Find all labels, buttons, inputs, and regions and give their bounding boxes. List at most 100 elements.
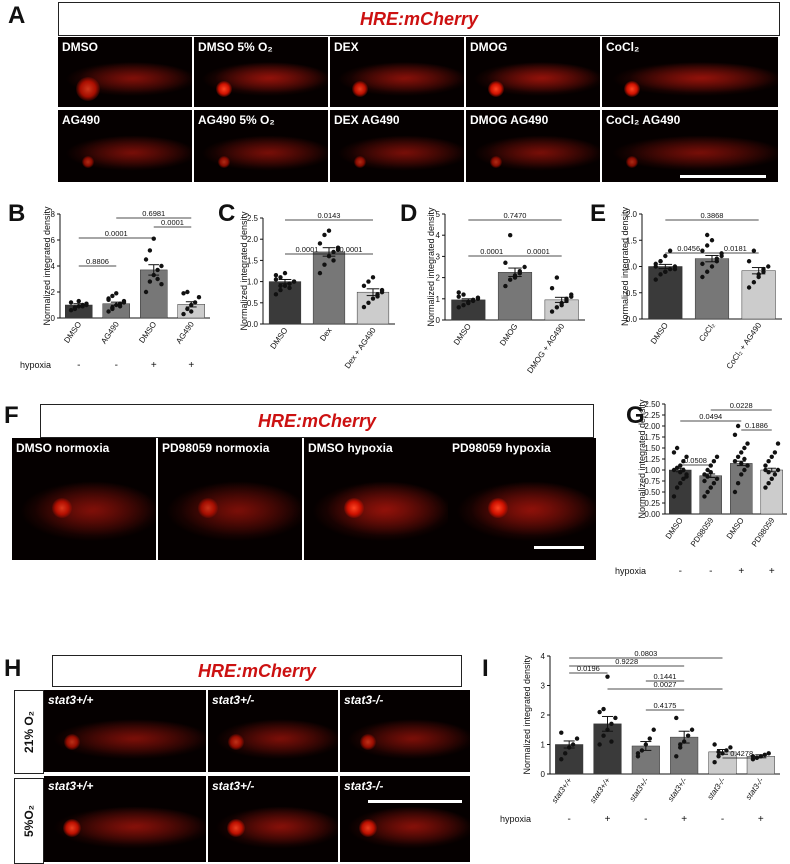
- data-point: [569, 294, 574, 299]
- panel-h-title-text: HRE:mCherry: [197, 660, 317, 681]
- data-point: [613, 715, 618, 721]
- x-tick-label: PD98059: [689, 516, 716, 549]
- data-point: [143, 257, 149, 262]
- data-point: [674, 445, 680, 451]
- x-tick-label: DMOG + AG490: [525, 322, 566, 376]
- data-point: [672, 266, 678, 272]
- data-point: [322, 262, 327, 267]
- data-point: [554, 275, 560, 280]
- panel-h-image-normoxia: stat3+/+: [44, 690, 206, 772]
- x-tick-label: DMSO: [664, 516, 685, 541]
- p-value-label: 0.6981: [142, 209, 165, 218]
- p-value-label: 0.0001: [105, 229, 128, 238]
- data-point: [72, 306, 78, 312]
- larva-body-signal: [227, 718, 338, 756]
- p-value-label: 0.0027: [654, 680, 677, 689]
- bar: [497, 272, 533, 321]
- panel-h-image-normoxia: stat3-/-: [340, 690, 470, 772]
- eye-signal: [488, 498, 508, 518]
- data-point: [705, 243, 710, 248]
- data-point: [181, 291, 186, 296]
- image-label: DMSO hypoxia: [308, 441, 393, 455]
- panel-label-e: E: [590, 200, 607, 227]
- data-point: [185, 289, 190, 295]
- data-point: [282, 283, 288, 289]
- data-point: [317, 270, 323, 276]
- data-point: [667, 248, 673, 253]
- bar: [312, 251, 346, 325]
- data-point: [678, 481, 683, 486]
- data-point: [766, 751, 771, 756]
- data-point: [522, 264, 527, 270]
- data-point: [273, 277, 279, 282]
- larva-body-signal: [350, 61, 464, 93]
- panel-f-image: DMSO normoxia: [12, 438, 156, 560]
- y-tick-label: 0: [436, 316, 441, 325]
- larva-body-signal: [486, 61, 600, 93]
- data-point: [756, 272, 761, 277]
- image-label: stat3+/-: [212, 693, 255, 707]
- data-point: [121, 300, 127, 305]
- y-tick-label: 4: [436, 231, 441, 240]
- data-point: [475, 295, 481, 300]
- y-tick-label: 8: [51, 210, 56, 219]
- data-point: [335, 247, 341, 252]
- x-tick-label: stat3-/-: [705, 776, 727, 802]
- eye-signal: [624, 81, 640, 97]
- panel-h-image-normoxia: stat3+/-: [208, 690, 338, 772]
- data-point: [705, 474, 710, 479]
- data-point: [106, 309, 111, 314]
- scale-bar: [534, 546, 584, 549]
- p-value-label: 0.0228: [730, 401, 753, 410]
- data-point: [708, 470, 713, 475]
- y-tick-label: 0.75: [644, 477, 660, 486]
- y-tick-label: 1.0: [247, 278, 259, 287]
- data-point: [775, 441, 781, 446]
- data-point: [273, 292, 279, 297]
- data-point: [609, 721, 614, 727]
- y-tick-label: 1: [541, 741, 546, 750]
- data-point: [685, 733, 691, 738]
- data-point: [326, 228, 332, 233]
- data-point: [273, 273, 279, 278]
- data-point: [653, 264, 658, 269]
- bar: [730, 463, 753, 515]
- data-point: [732, 459, 738, 464]
- panel-a-image-row2: AG490 5% O₂: [194, 110, 328, 182]
- hypoxia-sign: +: [151, 360, 157, 371]
- data-point: [651, 727, 656, 732]
- data-point: [159, 263, 164, 269]
- panel-a-title: HRE:mCherry: [58, 2, 780, 36]
- y-tick-label: 1.00: [644, 466, 660, 475]
- data-point: [702, 494, 707, 499]
- data-point: [461, 292, 466, 297]
- image-label: PD98059 normoxia: [162, 441, 270, 455]
- hypoxia-sign: +: [681, 814, 687, 825]
- eye-signal: [490, 156, 502, 168]
- y-tick-label: 5: [436, 210, 441, 219]
- image-label: stat3-/-: [344, 693, 384, 707]
- data-point: [667, 266, 673, 272]
- eye-signal: [626, 156, 638, 168]
- data-point: [658, 272, 663, 277]
- x-tick-label: stat3+/-: [666, 776, 689, 803]
- data-point: [712, 742, 717, 747]
- data-point: [711, 481, 717, 486]
- data-point: [709, 264, 715, 269]
- bar: [268, 281, 302, 325]
- y-axis-label: Normalized integrated density: [42, 206, 52, 326]
- y-tick-label: 0.0: [247, 320, 259, 329]
- data-point: [159, 282, 164, 287]
- data-point: [700, 261, 705, 267]
- data-point: [714, 454, 720, 459]
- eye-signal: [227, 819, 245, 837]
- chart-d: Normalized integrated density 0 1 2 3 4 5 DMSO D…: [426, 207, 585, 376]
- data-point: [185, 306, 190, 312]
- data-point: [714, 256, 719, 261]
- data-point: [282, 270, 288, 276]
- y-tick-label: 2.00: [644, 422, 660, 431]
- data-point: [68, 300, 74, 305]
- scale-bar: [368, 800, 462, 803]
